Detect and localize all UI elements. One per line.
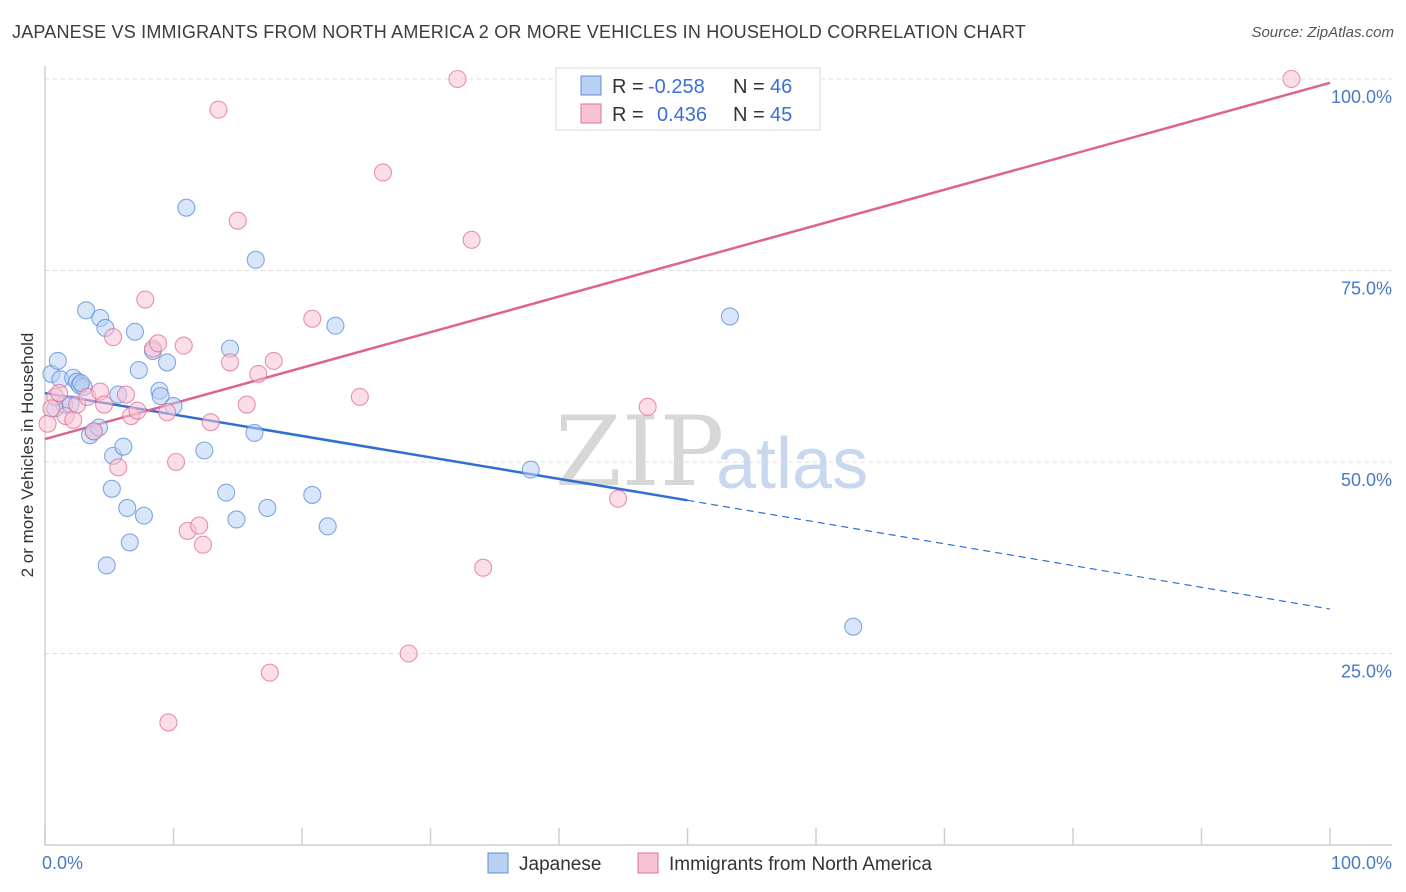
japanese-point bbox=[77, 301, 96, 320]
japanese-point bbox=[102, 479, 121, 498]
immigrants-point bbox=[638, 397, 657, 416]
immigrants-point bbox=[64, 410, 83, 429]
legend-r-value-japanese: -0.258 bbox=[648, 76, 705, 98]
immigrants-point bbox=[116, 385, 136, 404]
japanese-point bbox=[844, 617, 863, 636]
immigrants-point bbox=[84, 422, 103, 441]
japanese-point bbox=[227, 510, 246, 529]
legend-n-value-japanese: 46 bbox=[770, 76, 792, 98]
bottom-legend-swatch-immigrants bbox=[637, 852, 659, 874]
japanese-point bbox=[217, 483, 236, 502]
japanese-point bbox=[129, 361, 148, 380]
japanese-point bbox=[134, 506, 153, 525]
x-tick-label: 100.0% bbox=[1331, 853, 1392, 873]
immigrants-point bbox=[201, 413, 220, 432]
japanese-point bbox=[318, 517, 337, 536]
japanese-point bbox=[48, 351, 67, 370]
immigrants-point bbox=[303, 309, 322, 328]
immigrants-point bbox=[373, 163, 393, 182]
immigrants-point bbox=[209, 100, 228, 119]
y-tick-label: 100.0% bbox=[1331, 87, 1392, 107]
immigrants-point bbox=[474, 558, 493, 577]
y-tick-labels: 25.0% 50.0% 75.0% 100.0% bbox=[1331, 87, 1392, 682]
immigrants-point bbox=[104, 328, 123, 347]
immigrants-point bbox=[158, 403, 177, 422]
watermark: ZIP atlas bbox=[555, 396, 868, 508]
japanese-trend-extension bbox=[687, 499, 1331, 610]
immigrants-point bbox=[237, 395, 256, 414]
immigrants-point bbox=[38, 414, 57, 433]
immigrants-point bbox=[260, 663, 279, 682]
immigrants-point bbox=[128, 401, 147, 420]
legend-swatch-japanese bbox=[580, 75, 602, 96]
immigrants-point bbox=[462, 230, 481, 249]
immigrants-point bbox=[249, 364, 268, 383]
immigrants-point bbox=[1282, 69, 1301, 89]
y-axis-label: 2 or more Vehicles in Household bbox=[18, 333, 37, 578]
immigrants-trend-line bbox=[44, 81, 1331, 441]
immigrants-point bbox=[149, 334, 168, 353]
japanese-point bbox=[258, 498, 277, 518]
japanese-point bbox=[246, 250, 265, 269]
legend-swatch-immigrants bbox=[580, 103, 602, 124]
bottom-legend-japanese: Japanese bbox=[519, 854, 601, 875]
legend-r-value-immigrants: 0.436 bbox=[657, 104, 707, 126]
bottom-legend-swatch-japanese bbox=[487, 852, 509, 874]
immigrants-point bbox=[167, 452, 186, 472]
immigrants-point bbox=[159, 713, 178, 732]
japanese-point bbox=[326, 316, 345, 335]
immigrants-point bbox=[194, 535, 213, 554]
immigrants-point bbox=[42, 399, 61, 418]
japanese-point bbox=[120, 533, 139, 552]
japanese-point bbox=[195, 441, 214, 460]
japanese-point bbox=[521, 460, 540, 479]
legend-r-label-immigrants: R = bbox=[612, 104, 644, 126]
series-legend: Japanese Immigrants from North America bbox=[487, 852, 932, 875]
japanese-point bbox=[118, 498, 137, 518]
immigrants-point bbox=[95, 395, 114, 414]
y-tick-label: 50.0% bbox=[1341, 470, 1392, 490]
x-ticks: 0.0% 100.0% bbox=[42, 828, 1392, 873]
immigrants-point bbox=[190, 516, 209, 535]
data-points bbox=[38, 69, 1301, 732]
immigrants-point bbox=[448, 69, 467, 89]
watermark-atlas: atlas bbox=[716, 424, 868, 504]
japanese-point bbox=[97, 556, 116, 575]
immigrants-point bbox=[399, 644, 418, 663]
japanese-point bbox=[720, 307, 739, 326]
legend-n-label-immigrants: N = bbox=[733, 104, 765, 126]
japanese-point bbox=[303, 485, 322, 504]
immigrants-point bbox=[109, 458, 128, 477]
correlation-legend: R = -0.258 N = 46 R = 0.436 N = 45 bbox=[555, 67, 821, 131]
japanese-point bbox=[245, 423, 264, 442]
chart-title: JAPANESE VS IMMIGRANTS FROM NORTH AMERIC… bbox=[12, 22, 1027, 42]
immigrants-point bbox=[228, 211, 247, 230]
immigrants-point bbox=[350, 387, 369, 406]
bottom-legend-immigrants: Immigrants from North America bbox=[669, 854, 932, 875]
y-tick-label: 25.0% bbox=[1341, 662, 1392, 682]
immigrants-point bbox=[174, 336, 193, 355]
x-tick-label: 0.0% bbox=[42, 853, 83, 873]
japanese-point bbox=[177, 198, 196, 217]
immigrants-point bbox=[220, 353, 240, 372]
immigrants-point bbox=[136, 290, 155, 309]
legend-r-label-japanese: R = bbox=[612, 76, 644, 98]
japanese-point bbox=[125, 322, 144, 341]
legend-n-label-japanese: N = bbox=[733, 76, 765, 98]
japanese-point bbox=[114, 437, 133, 456]
watermark-zip: ZIP bbox=[555, 396, 724, 508]
japanese-point bbox=[151, 387, 170, 406]
y-tick-label: 75.0% bbox=[1341, 279, 1392, 299]
gridlines bbox=[45, 78, 1392, 654]
japanese-trend-line bbox=[44, 391, 688, 502]
japanese-point bbox=[158, 353, 177, 372]
immigrants-point bbox=[609, 489, 628, 508]
legend-n-value-immigrants: 45 bbox=[770, 104, 792, 126]
immigrants-point bbox=[264, 351, 283, 370]
immigrants-point bbox=[50, 384, 69, 403]
source-label: Source: ZipAtlas.com bbox=[1251, 24, 1394, 41]
